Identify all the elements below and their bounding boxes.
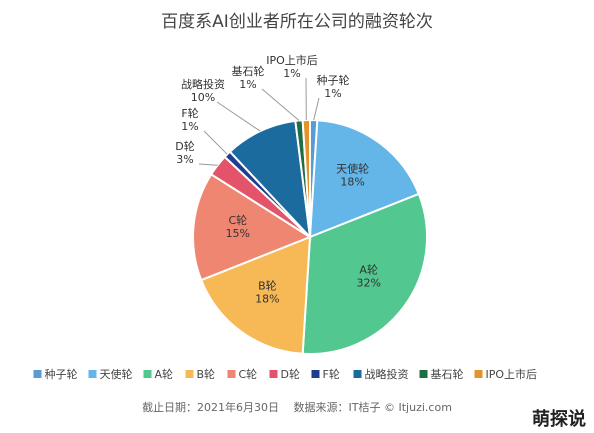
legend-swatch-战略投资	[353, 370, 362, 378]
slice-label-战略投资: 战略投资	[181, 77, 225, 91]
slice-label-d轮: D轮	[175, 139, 194, 153]
legend-swatch-d轮	[269, 370, 278, 378]
slice-value-f轮: 1%	[181, 120, 198, 133]
slice-label-b轮: B轮	[258, 279, 277, 293]
legend-swatch-基石轮	[419, 370, 428, 378]
legend-label-天使轮: 天使轮	[100, 367, 133, 381]
leader-lines	[198, 77, 320, 166]
slice-label-种子轮: 种子轮	[317, 73, 350, 87]
legend-label-c轮: C轮	[239, 367, 258, 381]
slice-value-基石轮: 1%	[239, 78, 256, 91]
slice-value-战略投资: 10%	[191, 91, 215, 104]
chart-title: 百度系AI创业者所在公司的融资轮次	[161, 12, 433, 32]
legend-swatch-种子轮	[33, 370, 42, 378]
source-caption: 截止日期：2021年6月30日 数据来源：IT桔子 © Itjuzi.com	[142, 400, 452, 414]
slice-label-天使轮: 天使轮	[336, 161, 369, 175]
leader-line-战略投资	[216, 101, 261, 132]
slice-labels: 种子轮1%天使轮18%A轮32%B轮18%C轮15%D轮3%F轮1%战略投资10…	[175, 53, 381, 306]
legend-swatch-c轮	[227, 370, 236, 378]
legend-label-a轮: A轮	[155, 367, 174, 381]
slice-value-ipo上市后: 1%	[283, 67, 300, 80]
pie-slice-b轮	[199, 235, 312, 355]
slice-label-基石轮: 基石轮	[232, 64, 265, 78]
legend: 种子轮 天使轮 A轮 B轮 C轮 D轮 F轮 战略投资 基石轮 IPO上市后	[33, 367, 538, 381]
legend-label-d轮: D轮	[281, 367, 300, 381]
legend-label-种子轮: 种子轮	[45, 367, 78, 381]
pie-slice-天使轮	[308, 119, 421, 239]
legend-label-ipo上市后: IPO上市后	[486, 367, 538, 381]
leader-line-f轮	[203, 130, 228, 155]
legend-swatch-ipo上市后	[474, 370, 483, 378]
legend-label-f轮: F轮	[323, 367, 340, 381]
slice-label-ipo上市后: IPO上市后	[266, 53, 318, 67]
pie-slice-战略投资	[228, 119, 312, 240]
legend-label-战略投资: 战略投资	[365, 367, 409, 381]
legend-label-基石轮: 基石轮	[431, 367, 464, 381]
slice-value-种子轮: 1%	[324, 87, 341, 100]
slice-label-f轮: F轮	[181, 106, 198, 120]
legend-swatch-f轮	[311, 370, 320, 378]
slice-value-天使轮: 18%	[340, 175, 364, 188]
legend-label-b轮: B轮	[197, 367, 216, 381]
slice-label-c轮: C轮	[228, 213, 247, 227]
slice-value-d轮: 3%	[176, 153, 193, 166]
slice-value-b轮: 18%	[255, 293, 279, 306]
leader-line-d轮	[198, 163, 218, 166]
pie-slice-a轮	[301, 192, 428, 355]
legend-swatch-a轮	[143, 370, 152, 378]
legend-swatch-天使轮	[88, 370, 97, 378]
legend-swatch-b轮	[185, 370, 194, 378]
leader-line-基石轮	[261, 88, 300, 121]
pie-slice-c轮	[192, 172, 313, 282]
slice-value-a轮: 32%	[356, 277, 380, 290]
slice-value-c轮: 15%	[226, 227, 250, 240]
slice-label-a轮: A轮	[359, 263, 378, 277]
watermark: 萌探说	[532, 408, 586, 430]
leader-line-种子轮	[313, 97, 320, 121]
